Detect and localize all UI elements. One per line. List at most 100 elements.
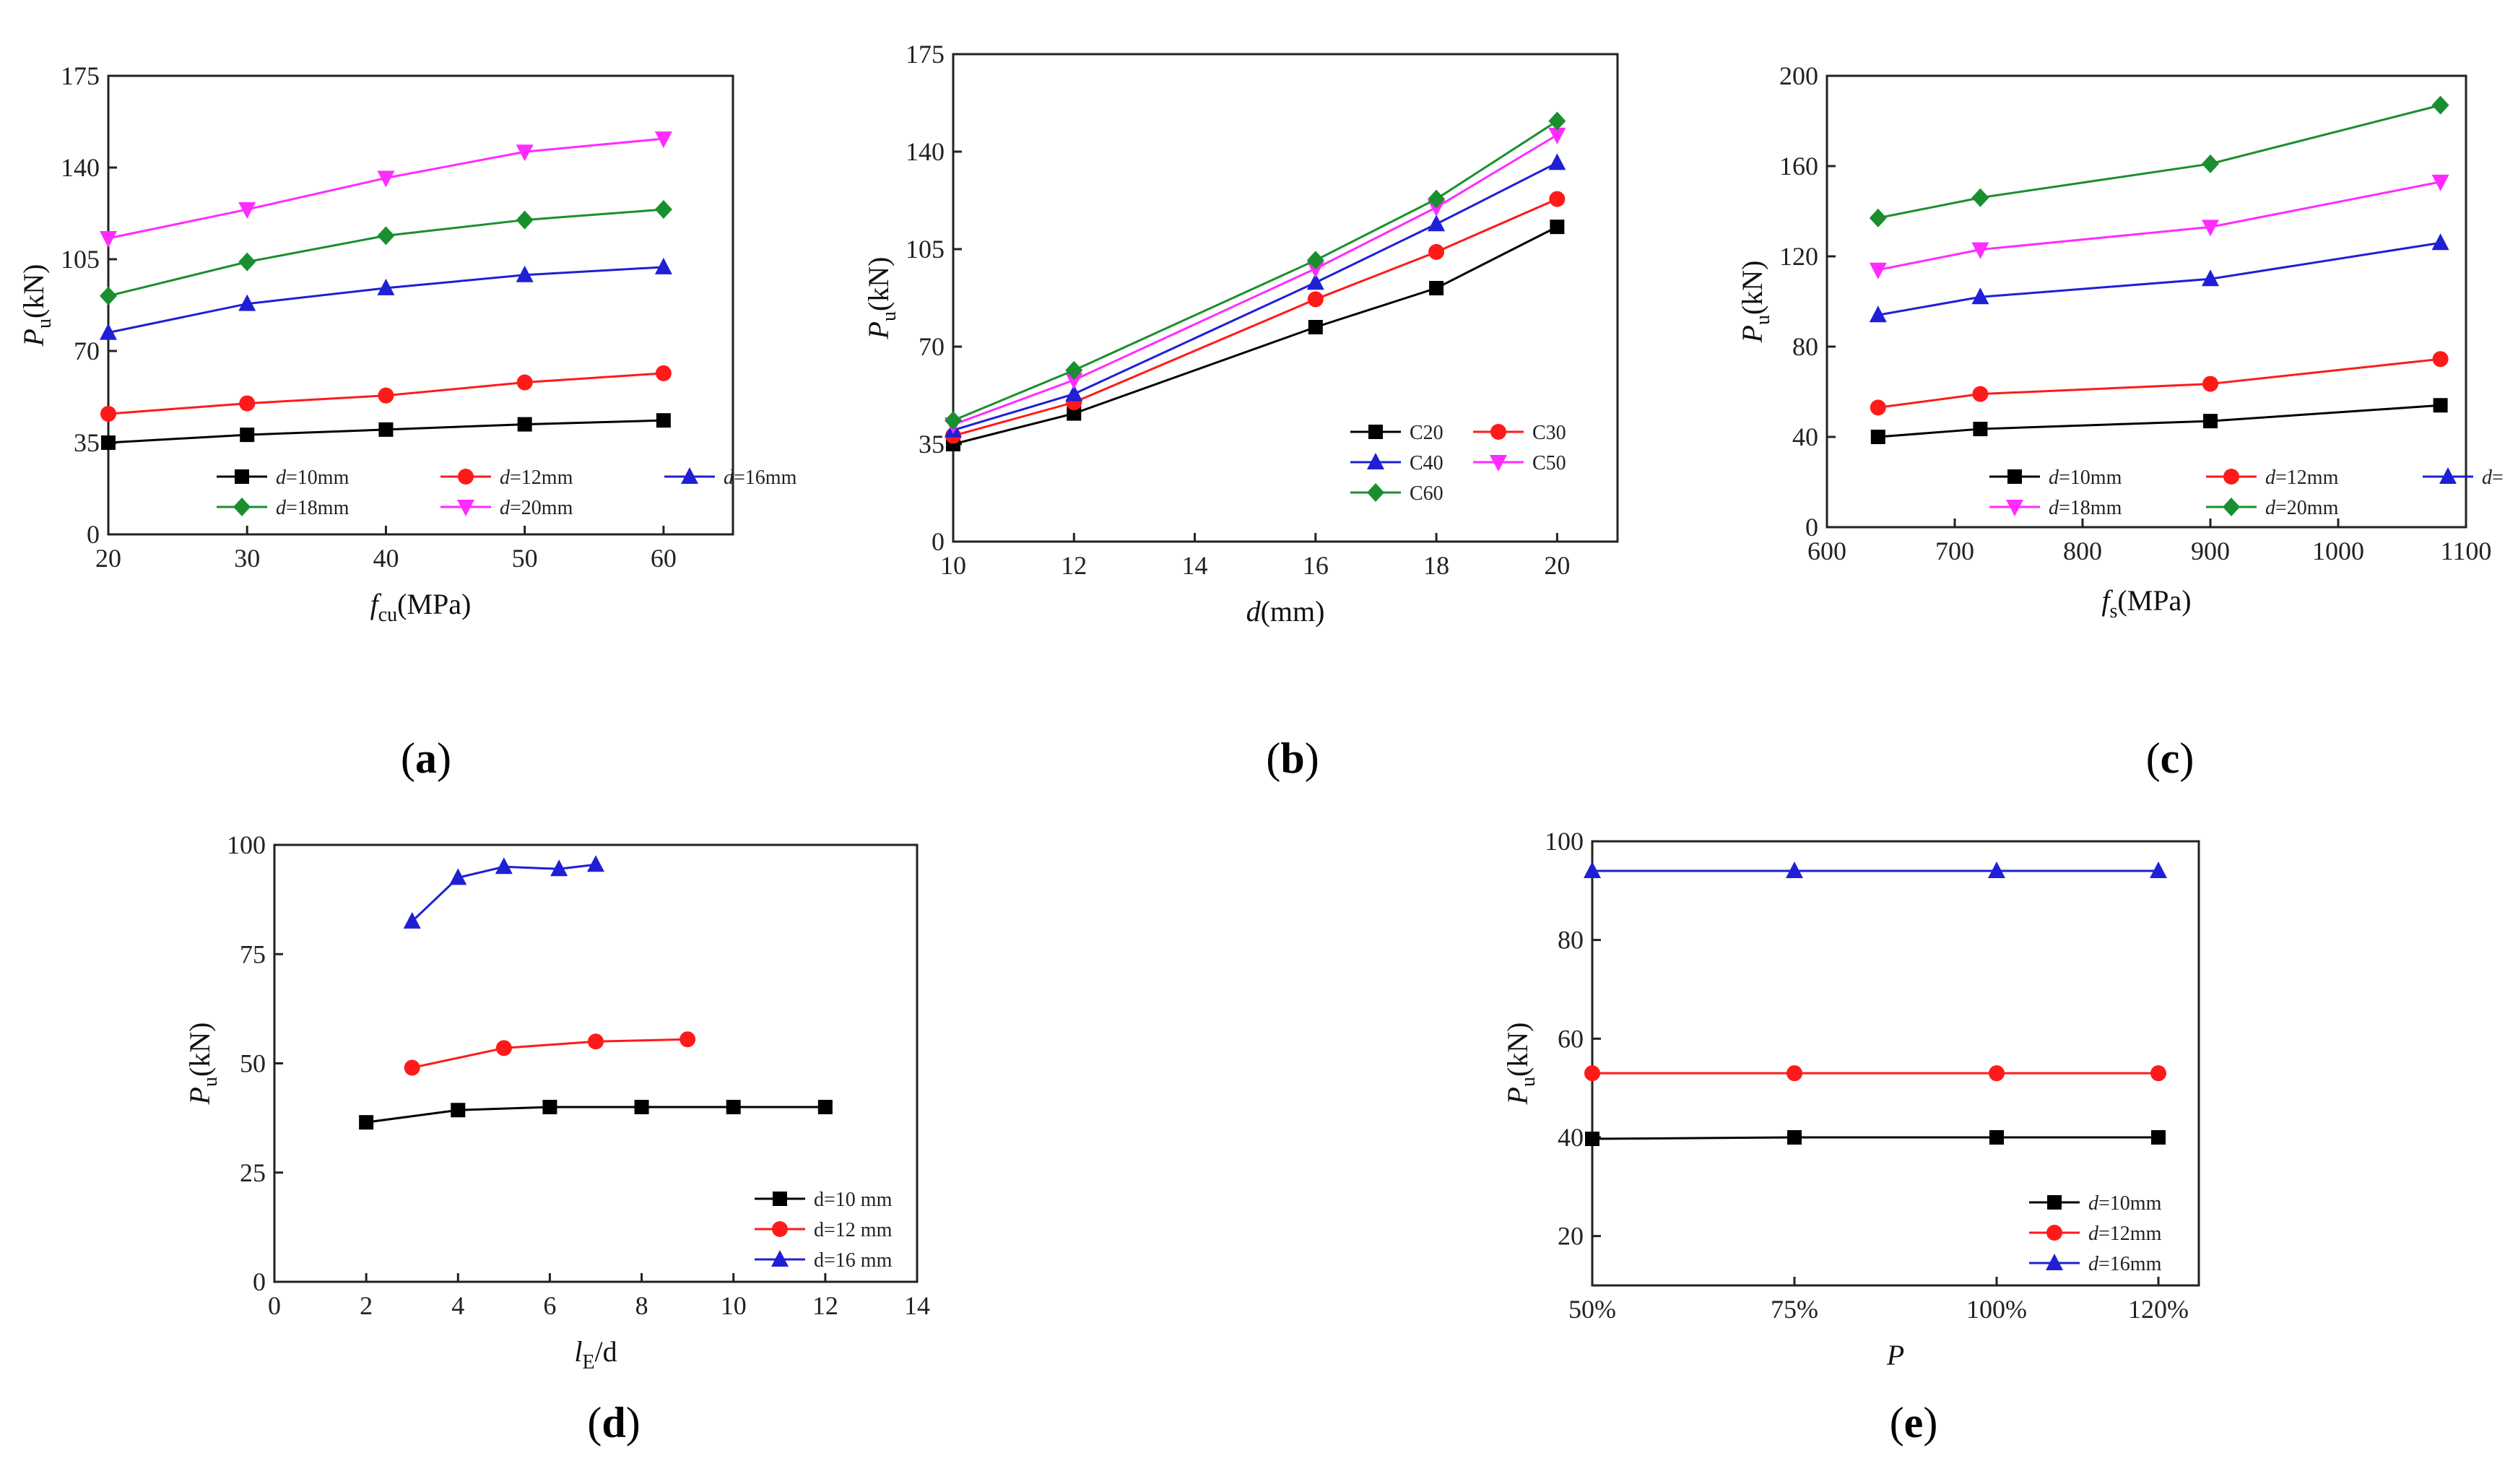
data-point xyxy=(101,435,116,450)
x-tick-label: 0 xyxy=(268,1291,281,1320)
x-tick-label: 10 xyxy=(940,551,966,580)
y-tick-label: 0 xyxy=(1805,513,1818,542)
y-axis-title: Pu(kN) xyxy=(183,1023,222,1106)
data-point xyxy=(587,855,604,872)
series-c50 xyxy=(945,127,1566,434)
legend: d=10mm d=12mm d=16mm d=18mm d=20mm xyxy=(1989,467,2505,519)
legend-item: d=18mm xyxy=(217,497,350,519)
data-point xyxy=(1067,406,1082,421)
data-point xyxy=(1065,384,1083,402)
data-point xyxy=(1869,262,1887,279)
y-tick-label: 25 xyxy=(240,1158,266,1187)
y-tick-label: 0 xyxy=(253,1267,266,1296)
legend-label: d=10mm xyxy=(2049,467,2122,489)
y-tick-label: 120 xyxy=(1779,242,1818,271)
data-point xyxy=(1973,422,1988,437)
panel-label: (c) xyxy=(2146,734,2194,782)
legend-item: C20 xyxy=(1350,422,1443,444)
data-point xyxy=(1584,862,1601,878)
y-axis-title: Pu(kN) xyxy=(862,257,900,340)
legend-item: d=10mm xyxy=(217,467,350,489)
x-axis-title: P xyxy=(1886,1339,1904,1371)
data-point xyxy=(100,323,117,340)
legend-item: d=10mm xyxy=(2029,1192,2162,1215)
data-point xyxy=(1786,862,1803,878)
legend-label: d=16mm xyxy=(2088,1253,2162,1275)
data-point xyxy=(449,868,467,885)
y-tick-label: 40 xyxy=(1558,1123,1584,1152)
y-tick-label: 0 xyxy=(87,520,100,549)
panel-label: (d) xyxy=(587,1399,640,1446)
legend-label: d=16 mm xyxy=(814,1249,893,1272)
legend-item: C60 xyxy=(1350,482,1443,505)
data-point xyxy=(1306,261,1324,278)
data-point xyxy=(1308,320,1323,334)
legend-marker xyxy=(1368,425,1383,439)
series-line xyxy=(412,1038,688,1069)
data-point xyxy=(1065,373,1083,390)
x-axis-title: fcu(MPa) xyxy=(370,588,472,626)
data-point xyxy=(2202,269,2219,287)
series-c20 xyxy=(946,220,1565,451)
data-point xyxy=(1585,1132,1599,1147)
data-point xyxy=(516,374,533,391)
data-point xyxy=(516,144,534,162)
legend-label: d=12mm xyxy=(2088,1223,2162,1245)
legend-label: d=12mm xyxy=(2265,467,2339,489)
legend-marker xyxy=(771,1250,789,1267)
data-point xyxy=(100,230,117,248)
data-point xyxy=(1548,111,1566,131)
data-point xyxy=(1870,399,1886,416)
x-tick-label: 10 xyxy=(721,1291,747,1320)
data-point xyxy=(378,422,394,437)
data-point xyxy=(542,1100,557,1114)
data-point xyxy=(517,417,532,432)
legend-label: d=10 mm xyxy=(814,1189,893,1211)
legend-item: d=12 mm xyxy=(755,1219,893,1241)
legend-marker xyxy=(681,467,698,484)
data-point xyxy=(817,1100,833,1114)
legend-label: C50 xyxy=(1532,452,1566,474)
data-point xyxy=(1306,273,1324,290)
x-axis-title: lE/d xyxy=(574,1335,617,1374)
data-point xyxy=(1787,1130,1802,1145)
series-d-18mm xyxy=(1869,174,2449,279)
chart-panel-c: 0 40 80 120 160 200 600 700 800 900 1000 1100 fs(MPa… xyxy=(1736,61,2505,782)
data-point xyxy=(2202,376,2218,392)
data-point xyxy=(1869,305,1887,323)
series-line xyxy=(952,198,1558,437)
data-point xyxy=(1550,220,1565,235)
y-axis-title: Pu(kN) xyxy=(1736,261,1774,344)
legend-item: d=16mm xyxy=(2029,1253,2162,1275)
data-point xyxy=(378,387,394,404)
legend-marker xyxy=(1490,424,1506,440)
data-point xyxy=(238,294,256,311)
series-d-12-mm xyxy=(404,1031,696,1076)
x-tick-label: 14 xyxy=(1182,551,1208,580)
data-point xyxy=(2431,233,2449,251)
data-point xyxy=(516,265,534,282)
series-d-12mm xyxy=(1584,1065,2166,1082)
data-point xyxy=(1971,242,1989,259)
data-point xyxy=(2151,1130,2166,1145)
legend-item: d=16mm xyxy=(664,467,797,489)
series-d-10mm xyxy=(1870,398,2448,444)
data-point xyxy=(1428,214,1446,232)
series-line xyxy=(1877,241,2441,316)
data-point xyxy=(495,1040,512,1056)
legend-marker xyxy=(2007,469,2022,484)
data-point xyxy=(516,210,534,230)
y-axis-title: Pu(kN) xyxy=(17,264,56,347)
legend-label: d=20mm xyxy=(2265,497,2339,519)
series-d-16mm xyxy=(1869,233,2449,323)
data-point xyxy=(654,200,672,220)
legend-marker xyxy=(2223,498,2240,516)
legend-marker xyxy=(1367,483,1384,502)
y-tick-label: 140 xyxy=(906,137,945,166)
legend-marker xyxy=(773,1192,787,1206)
series-d-20mm xyxy=(1869,95,2449,227)
data-point xyxy=(2202,220,2219,237)
x-tick-label: 20 xyxy=(1544,551,1570,580)
data-point xyxy=(654,257,672,274)
y-tick-label: 175 xyxy=(61,61,100,90)
